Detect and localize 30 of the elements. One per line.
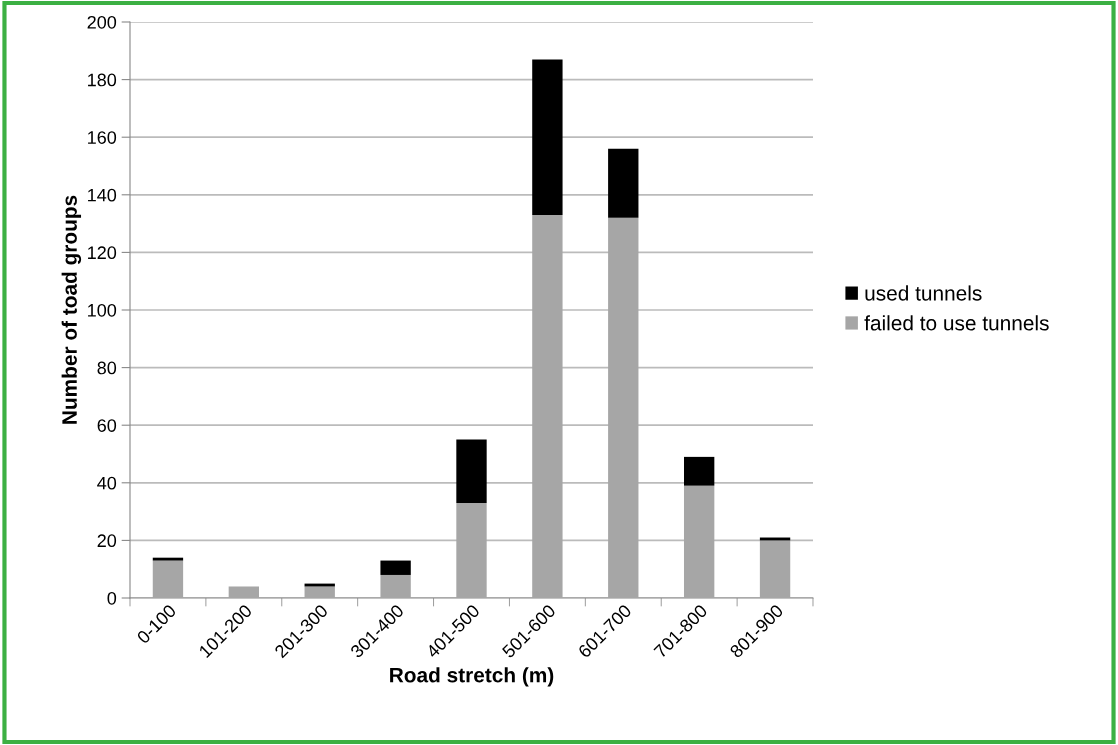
bar: [152, 557, 184, 561]
y-tick-label: 80: [97, 361, 117, 375]
bar: [456, 502, 487, 598]
legend-label: failed to use tunnels: [864, 315, 1049, 331]
y-tick-label: 60: [97, 419, 117, 432]
y-tick-label: 140: [88, 188, 117, 202]
bar: [380, 574, 411, 598]
bar: [608, 217, 639, 598]
y-axis-title: Number of toad groups: [61, 195, 82, 424]
y-tick-label: 160: [88, 131, 117, 144]
x-axis-title: Road stretch (m): [390, 667, 554, 687]
y-tick-label: 180: [88, 73, 117, 87]
y-tick-label: 40: [97, 476, 117, 490]
y-tick-label: 200: [87, 15, 117, 29]
legend-label: used tunnels: [865, 285, 982, 301]
bar: [532, 59, 563, 215]
y-tick-label: 20: [97, 534, 117, 548]
bar: [152, 560, 184, 598]
bar: [456, 439, 487, 503]
bar: [608, 148, 639, 218]
bar: [380, 560, 411, 575]
bar: [683, 485, 715, 598]
bar: [304, 586, 335, 598]
y-tick-label: 0: [107, 591, 117, 605]
bar: [532, 214, 563, 598]
bar: [759, 540, 791, 598]
y-tick-label: 120: [88, 246, 117, 260]
bar: [228, 586, 260, 598]
y-tick-label: 100: [88, 303, 117, 317]
bar: [683, 456, 715, 486]
